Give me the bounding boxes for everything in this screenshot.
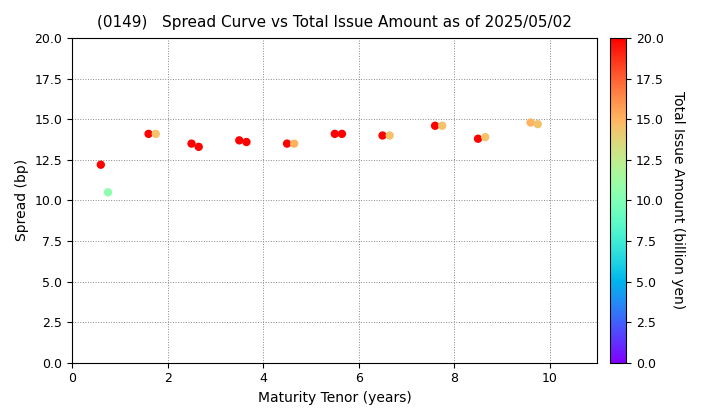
Point [377, 132, 388, 139]
Point [480, 134, 491, 140]
Point [240, 139, 252, 145]
Title: (0149)   Spread Curve vs Total Issue Amount as of 2025/05/02: (0149) Spread Curve vs Total Issue Amoun… [97, 15, 572, 30]
Point [429, 122, 441, 129]
Point [282, 140, 293, 147]
Point [143, 131, 154, 137]
Point [186, 140, 197, 147]
Y-axis label: Total Issue Amount (billion yen): Total Issue Amount (billion yen) [671, 92, 685, 310]
Y-axis label: Spread (bp): Spread (bp) [15, 159, 29, 242]
Point [193, 144, 204, 150]
Point [102, 189, 114, 196]
Point [472, 135, 484, 142]
Point [150, 131, 161, 137]
Point [436, 122, 448, 129]
Point [289, 140, 300, 147]
Point [336, 131, 348, 137]
Point [329, 131, 341, 137]
Point [384, 132, 395, 139]
Point [95, 161, 107, 168]
X-axis label: Maturity Tenor (years): Maturity Tenor (years) [258, 391, 412, 405]
Point [532, 121, 544, 128]
Point [233, 137, 245, 144]
Point [525, 119, 536, 126]
